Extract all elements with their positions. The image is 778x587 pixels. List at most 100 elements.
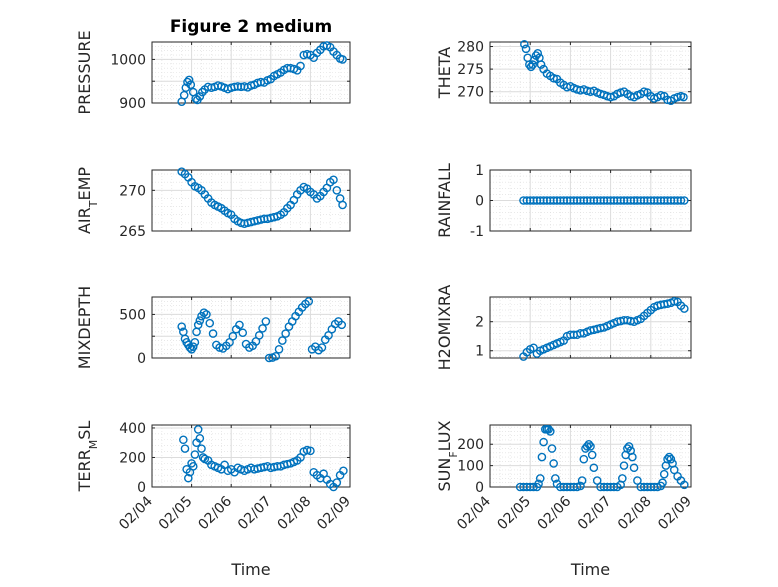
data-point xyxy=(261,317,271,326)
data-point xyxy=(332,186,342,195)
data-point xyxy=(180,444,190,453)
data-point xyxy=(190,450,200,459)
y-tick-label: 500 xyxy=(119,307,146,323)
data-point xyxy=(520,39,529,49)
data-point xyxy=(663,454,672,464)
y-tick-label: 900 xyxy=(119,96,146,112)
axes-box xyxy=(489,296,692,359)
data-point xyxy=(306,446,315,456)
data-point xyxy=(338,200,347,210)
data-point xyxy=(296,61,305,71)
data-point xyxy=(177,322,186,331)
x-axis-label: Time xyxy=(230,560,270,579)
data-point xyxy=(332,478,342,487)
y-tick-label: 270 xyxy=(457,85,484,101)
data-point xyxy=(195,433,205,443)
data-point xyxy=(526,62,536,72)
data-point xyxy=(195,92,205,101)
y-axis-label: PRESSURE xyxy=(75,30,94,114)
data-point xyxy=(197,444,206,453)
data-point xyxy=(195,316,205,325)
data-point xyxy=(589,463,599,473)
axes-box xyxy=(489,424,692,488)
data-point xyxy=(535,474,545,483)
y-tick-label: 0 xyxy=(137,480,146,496)
subplot-6: 1 2 H2OMIXRA xyxy=(435,285,692,371)
data-point xyxy=(338,55,347,64)
axes-box xyxy=(151,169,351,232)
data-point xyxy=(676,196,686,205)
y-tick-label: 200 xyxy=(119,450,146,466)
data-point xyxy=(271,351,281,361)
data-point xyxy=(179,435,188,445)
subplot-1: 900 1000 PRESSURE xyxy=(75,30,351,115)
data-point xyxy=(525,60,534,69)
data-point xyxy=(584,439,594,449)
data-point xyxy=(191,94,201,103)
data-point xyxy=(544,424,553,434)
data-point xyxy=(628,452,637,462)
y-tick-label: 100 xyxy=(457,459,484,475)
data-point xyxy=(587,450,597,460)
figure-title: Figure 2 medium xyxy=(170,17,332,37)
data-point xyxy=(669,297,679,306)
data-point xyxy=(258,324,267,333)
data-point xyxy=(549,459,558,468)
data-point xyxy=(664,452,674,462)
data-point xyxy=(618,474,627,483)
data-point xyxy=(579,454,589,464)
y-axis-label: H2OMIXRA xyxy=(435,285,454,371)
data-point xyxy=(528,60,538,69)
data-point xyxy=(659,469,669,479)
data-point xyxy=(183,473,193,483)
y-tick-label: 280 xyxy=(457,40,484,56)
data-point xyxy=(658,478,667,488)
data-point xyxy=(624,442,634,451)
y-tick-label: 1000 xyxy=(110,52,146,68)
y-axis-label: RAINFALL xyxy=(435,163,454,238)
y-tick-label: 1 xyxy=(475,163,484,179)
data-point xyxy=(184,75,194,85)
data-point xyxy=(537,452,547,462)
data-point xyxy=(186,80,196,89)
data-point xyxy=(577,476,587,485)
data-point xyxy=(228,331,238,341)
axes-box xyxy=(151,296,351,359)
axes-box xyxy=(151,41,351,104)
data-point xyxy=(539,437,548,447)
data-point xyxy=(317,343,327,352)
data-point xyxy=(208,329,218,338)
data-point xyxy=(302,445,312,455)
data-point xyxy=(193,425,203,434)
y-tick-label: 1 xyxy=(475,344,484,360)
data-point xyxy=(546,427,555,436)
data-point xyxy=(592,476,602,485)
data-point xyxy=(666,454,676,464)
data-point xyxy=(329,175,338,185)
data-point xyxy=(669,465,679,475)
subplot-4: -1 0 1 RAINFALL xyxy=(435,163,692,240)
data-point xyxy=(606,92,615,102)
data-point xyxy=(202,310,211,319)
y-axis-label: AIRTEMP xyxy=(75,167,100,234)
y-tick-label: 0 xyxy=(137,351,146,367)
data-point xyxy=(521,44,531,54)
y-tick-label: 275 xyxy=(457,62,484,78)
data-point xyxy=(238,328,248,338)
data-point xyxy=(304,297,314,306)
y-tick-label: -1 xyxy=(470,224,484,240)
data-point xyxy=(188,462,198,471)
subplot-3: 265 270 AIRTEMP xyxy=(75,167,351,240)
data-point xyxy=(536,60,546,69)
data-point xyxy=(679,92,688,102)
data-point xyxy=(582,442,592,451)
data-point xyxy=(278,336,287,345)
y-tick-label: 0 xyxy=(475,194,484,210)
y-tick-label: 0 xyxy=(475,480,484,496)
data-point xyxy=(629,463,639,473)
data-point xyxy=(619,461,629,470)
